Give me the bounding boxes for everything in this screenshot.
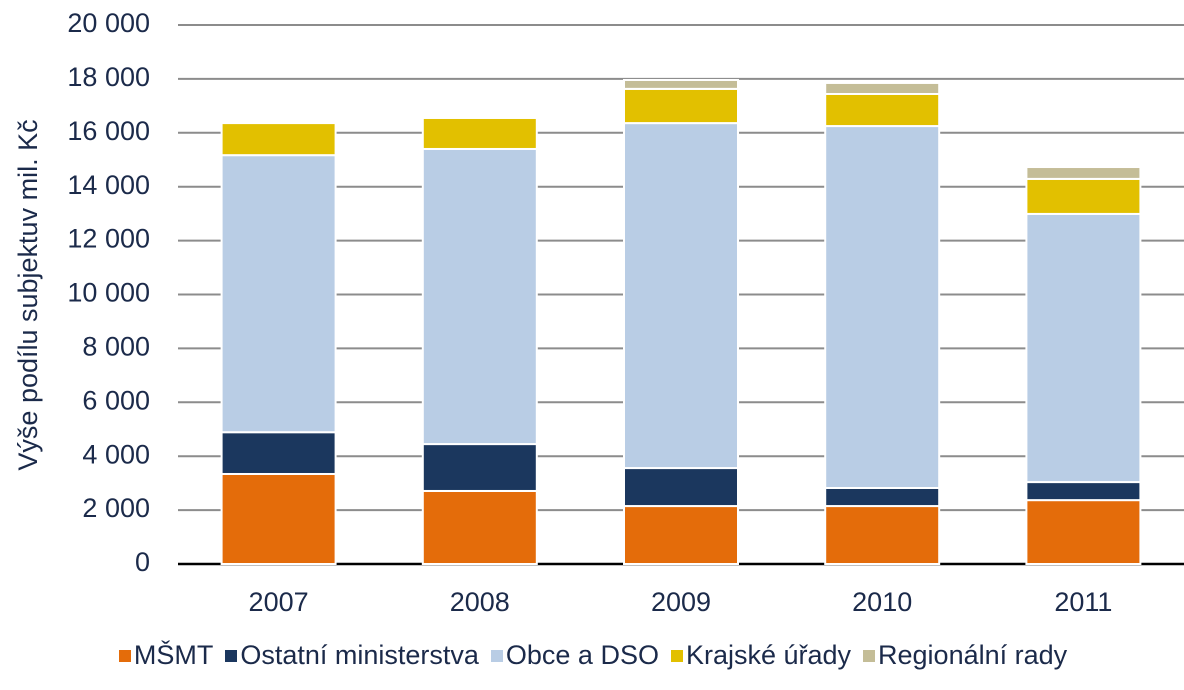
legend-swatch — [223, 649, 238, 662]
y-tick-label: 20 000 — [67, 8, 150, 38]
y-tick-label: 14 000 — [67, 170, 150, 200]
y-tick-label: 16 000 — [67, 116, 150, 146]
y-tick-label: 10 000 — [67, 278, 150, 308]
legend-item: Ostatní ministerstva — [223, 640, 479, 671]
x-tick-label: 2009 — [651, 587, 711, 617]
bar-segment — [220, 431, 337, 475]
bar-segment — [220, 472, 337, 565]
legend-swatch — [861, 649, 876, 662]
bar-segment — [1025, 166, 1142, 180]
bar-segment — [1025, 177, 1142, 215]
legend-label: Krajské úřady — [685, 640, 852, 670]
bar-segment — [1025, 499, 1142, 566]
y-tick-label: 8 000 — [82, 332, 150, 362]
y-tick-label: 6 000 — [82, 385, 150, 415]
bar-segment — [623, 78, 739, 90]
bar-segment — [220, 122, 337, 157]
legend: MŠMT Ostatní ministerstva Obce a DSO Krajsk… — [0, 640, 1184, 671]
bar-segment — [421, 147, 538, 446]
bar-segment — [421, 116, 538, 150]
legend-item: Regionální rady — [861, 640, 1067, 671]
bar-segment — [1025, 481, 1142, 502]
x-tick-label: 2007 — [249, 587, 309, 617]
bar-segment — [623, 505, 739, 565]
bar-segment — [1025, 212, 1142, 484]
y-tick-label: 2 000 — [82, 493, 150, 523]
legend-label: MŠMT — [133, 640, 214, 670]
legend-swatch — [668, 649, 683, 662]
bar-segment — [824, 125, 941, 490]
y-axis-title: Výše podílu subjektuv mil. Kč — [13, 119, 43, 470]
chart: Výše podílu subjektuv mil. Kč 0 2 000 4 00… — [13, 8, 1184, 617]
bar-segment — [824, 505, 941, 565]
y-tick-label: 0 — [135, 547, 150, 577]
y-tick-label: 12 000 — [67, 224, 150, 254]
bar-segment — [623, 467, 739, 508]
legend-label: Obce a DSO — [505, 640, 659, 670]
bar-segment — [824, 487, 941, 508]
legend-swatch — [488, 649, 503, 662]
legend-label: Ostatní ministerstva — [240, 640, 479, 670]
legend-item: MŠMT — [116, 640, 214, 671]
x-tick-label: 2010 — [852, 587, 912, 617]
x-tick-label: 2008 — [450, 587, 510, 617]
bar-segment — [824, 81, 941, 95]
bar-segment — [623, 87, 739, 125]
y-tick-label: 4 000 — [82, 439, 150, 469]
legend-swatch — [116, 649, 131, 662]
bar-segment — [220, 154, 337, 434]
bar-segment — [421, 489, 538, 566]
y-tick-label: 18 000 — [67, 62, 150, 92]
legend-item: Obce a DSO — [488, 640, 659, 671]
x-tick-label: 2011 — [1054, 587, 1112, 617]
legend-item: Krajské úřady — [668, 640, 852, 671]
bar-segment — [824, 92, 941, 128]
bar-segment — [421, 443, 538, 492]
bar-segment — [623, 122, 739, 470]
legend-label: Regionální rady — [878, 640, 1068, 670]
